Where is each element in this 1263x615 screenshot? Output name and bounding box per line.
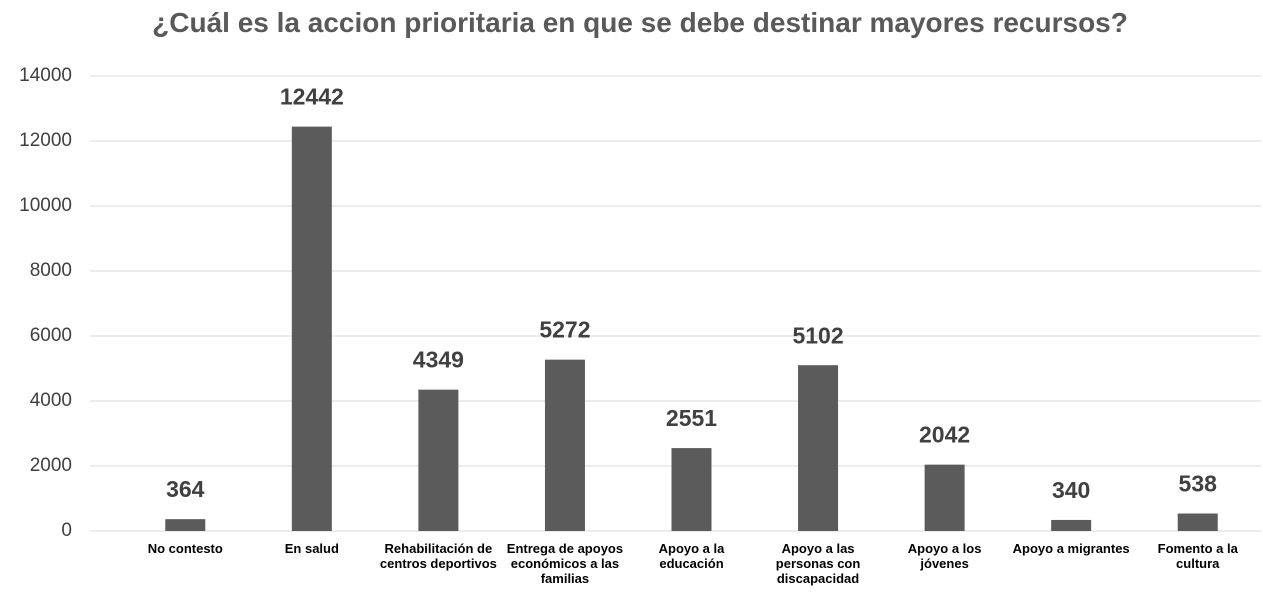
y-tick-label: 12000: [19, 130, 72, 151]
data-label: 12442: [280, 84, 344, 110]
bar: [165, 519, 206, 531]
y-tick-label: 4000: [30, 390, 72, 411]
chart-title: ¿Cuál es la accion prioritaria en que se…: [152, 7, 1128, 38]
data-label: 2042: [919, 422, 970, 448]
y-tick-label: 6000: [30, 325, 72, 346]
y-tick-label: 2000: [30, 455, 72, 476]
y-tick-label: 8000: [30, 260, 72, 281]
x-tick-label: Apoyo a migrantes: [1012, 541, 1130, 556]
x-tick-label: En salud: [284, 541, 339, 556]
data-label: 340: [1052, 477, 1090, 503]
bar: [1177, 513, 1218, 531]
bar: [924, 464, 965, 531]
bar: [291, 126, 332, 531]
bar: [544, 359, 585, 531]
x-tick-label: Entrega de apoyos económicos a las famil…: [506, 541, 624, 586]
bar: [798, 365, 839, 531]
y-tick-label: 0: [61, 520, 72, 541]
data-label: 5272: [539, 317, 590, 343]
x-tick-label: Apoyo a los jóvenes: [907, 541, 982, 571]
data-label: 4349: [413, 347, 464, 373]
y-tick-label: 10000: [19, 195, 72, 216]
data-label: 364: [166, 476, 205, 502]
bar: [418, 389, 459, 531]
y-tick-label: 14000: [19, 65, 72, 86]
x-tick-label: No contesto: [147, 541, 223, 556]
x-tick-label: Fomento a la cultura: [1157, 541, 1238, 571]
x-tick-label: Apoyo a las personas con discapacidad: [775, 541, 861, 586]
bar: [1051, 519, 1092, 531]
data-label: 538: [1179, 471, 1218, 497]
data-label: 2551: [666, 405, 717, 431]
bar: [671, 448, 712, 531]
data-label: 5102: [792, 322, 843, 348]
x-tick-label: Rehabilitación de centros deportivos: [379, 541, 497, 571]
x-tick-label: Apoyo a la educación: [658, 541, 725, 571]
